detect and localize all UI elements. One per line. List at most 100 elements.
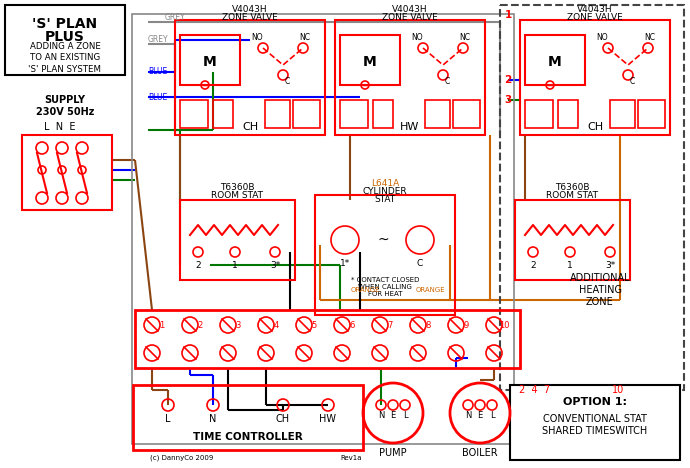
Text: 10: 10 (612, 385, 624, 395)
Text: CH: CH (242, 122, 258, 132)
Text: 2  4  7: 2 4 7 (520, 385, 551, 395)
Text: BLUE: BLUE (148, 67, 167, 76)
Text: TIME CONTROLLER: TIME CONTROLLER (193, 432, 303, 442)
Text: 10: 10 (499, 321, 509, 329)
Bar (525, 35, 585, 85)
Text: 1: 1 (504, 10, 511, 20)
Text: C: C (629, 78, 635, 87)
Text: E: E (477, 410, 482, 419)
Text: N: N (209, 414, 217, 424)
Bar (315, 195, 455, 315)
Text: ROOM STAT: ROOM STAT (546, 191, 598, 200)
Text: 'S' PLAN: 'S' PLAN (32, 17, 97, 31)
Bar (293, 100, 320, 128)
Text: CYLINDER: CYLINDER (363, 187, 407, 196)
Text: C: C (444, 78, 450, 87)
Bar (500, 5, 684, 390)
Text: E: E (391, 410, 395, 419)
Text: CONVENTIONAL STAT
SHARED TIMESWITCH: CONVENTIONAL STAT SHARED TIMESWITCH (542, 414, 648, 436)
Bar (510, 385, 680, 460)
Bar (265, 100, 290, 128)
Text: CH: CH (276, 414, 290, 424)
Text: 1*: 1* (340, 258, 350, 268)
Text: ORANGE: ORANGE (351, 287, 380, 293)
Bar (180, 200, 295, 280)
Text: NC: NC (299, 34, 310, 43)
Text: HW: HW (400, 122, 420, 132)
Text: GREY: GREY (165, 14, 186, 22)
Text: BOILER: BOILER (462, 448, 497, 458)
Bar (453, 100, 480, 128)
Text: 3: 3 (235, 321, 241, 329)
Text: 5: 5 (311, 321, 317, 329)
Bar (5, 5, 125, 75)
Bar (373, 100, 393, 128)
Text: ADDING A ZONE
TO AN EXISTING
'S' PLAN SYSTEM: ADDING A ZONE TO AN EXISTING 'S' PLAN SY… (28, 43, 101, 73)
Bar (180, 35, 240, 85)
Text: ZONE VALVE: ZONE VALVE (382, 14, 438, 22)
Text: C: C (417, 258, 423, 268)
Text: ADDITIONAL
HEATING
ZONE: ADDITIONAL HEATING ZONE (570, 272, 630, 307)
Text: N: N (378, 410, 384, 419)
Bar (132, 14, 514, 444)
Text: 8: 8 (425, 321, 431, 329)
Bar (22, 135, 112, 210)
Bar (558, 100, 578, 128)
Text: NO: NO (596, 34, 608, 43)
Text: BLUE: BLUE (148, 93, 167, 102)
Text: * CONTACT CLOSED
WHEN CALLING
FOR HEAT: * CONTACT CLOSED WHEN CALLING FOR HEAT (351, 277, 420, 298)
Bar (425, 100, 450, 128)
Text: 1: 1 (159, 321, 165, 329)
Text: M: M (363, 55, 377, 69)
Bar (180, 100, 208, 128)
Text: 2: 2 (197, 321, 203, 329)
Bar (520, 20, 670, 135)
Bar (638, 100, 665, 128)
Bar (515, 200, 630, 280)
Text: NO: NO (411, 34, 423, 43)
Text: ~: ~ (377, 233, 388, 247)
Text: NO: NO (251, 34, 263, 43)
Bar (133, 385, 363, 450)
Text: C: C (284, 78, 290, 87)
Text: NC: NC (460, 34, 471, 43)
Text: L  N  E: L N E (44, 122, 76, 132)
Text: 7: 7 (387, 321, 393, 329)
Text: OPTION 1:: OPTION 1: (563, 397, 627, 407)
Text: ZONE VALVE: ZONE VALVE (222, 14, 278, 22)
Text: ZONE VALVE: ZONE VALVE (567, 14, 623, 22)
Bar (175, 20, 325, 135)
Text: HW: HW (319, 414, 337, 424)
Text: 1: 1 (567, 261, 573, 270)
Bar (135, 310, 520, 368)
Text: V4043H: V4043H (233, 6, 268, 15)
Text: L641A: L641A (371, 178, 399, 188)
Bar (525, 100, 553, 128)
Text: 3*: 3* (605, 261, 615, 270)
Text: 230V 50Hz: 230V 50Hz (36, 107, 95, 117)
Text: SUPPLY: SUPPLY (44, 95, 86, 105)
Text: PLUS: PLUS (45, 30, 85, 44)
Text: L: L (403, 410, 407, 419)
Bar (340, 35, 400, 85)
Text: 1: 1 (232, 261, 238, 270)
Text: M: M (203, 55, 217, 69)
Text: M: M (548, 55, 562, 69)
Text: L: L (490, 410, 494, 419)
Bar (610, 100, 635, 128)
Text: L: L (165, 414, 170, 424)
Bar (340, 100, 368, 128)
Text: T6360B: T6360B (219, 183, 254, 192)
Text: 6: 6 (349, 321, 355, 329)
Text: (c) DannyCo 2009: (c) DannyCo 2009 (150, 455, 213, 461)
Bar (213, 100, 233, 128)
Text: ROOM STAT: ROOM STAT (211, 191, 263, 200)
Text: 3: 3 (504, 95, 511, 105)
Text: Rev1a: Rev1a (340, 455, 362, 461)
Text: V4043H: V4043H (578, 6, 613, 15)
Text: 4: 4 (273, 321, 279, 329)
Text: CH: CH (587, 122, 603, 132)
Text: T6360B: T6360B (555, 183, 589, 192)
Text: 2: 2 (504, 75, 511, 85)
Text: 2: 2 (530, 261, 536, 270)
